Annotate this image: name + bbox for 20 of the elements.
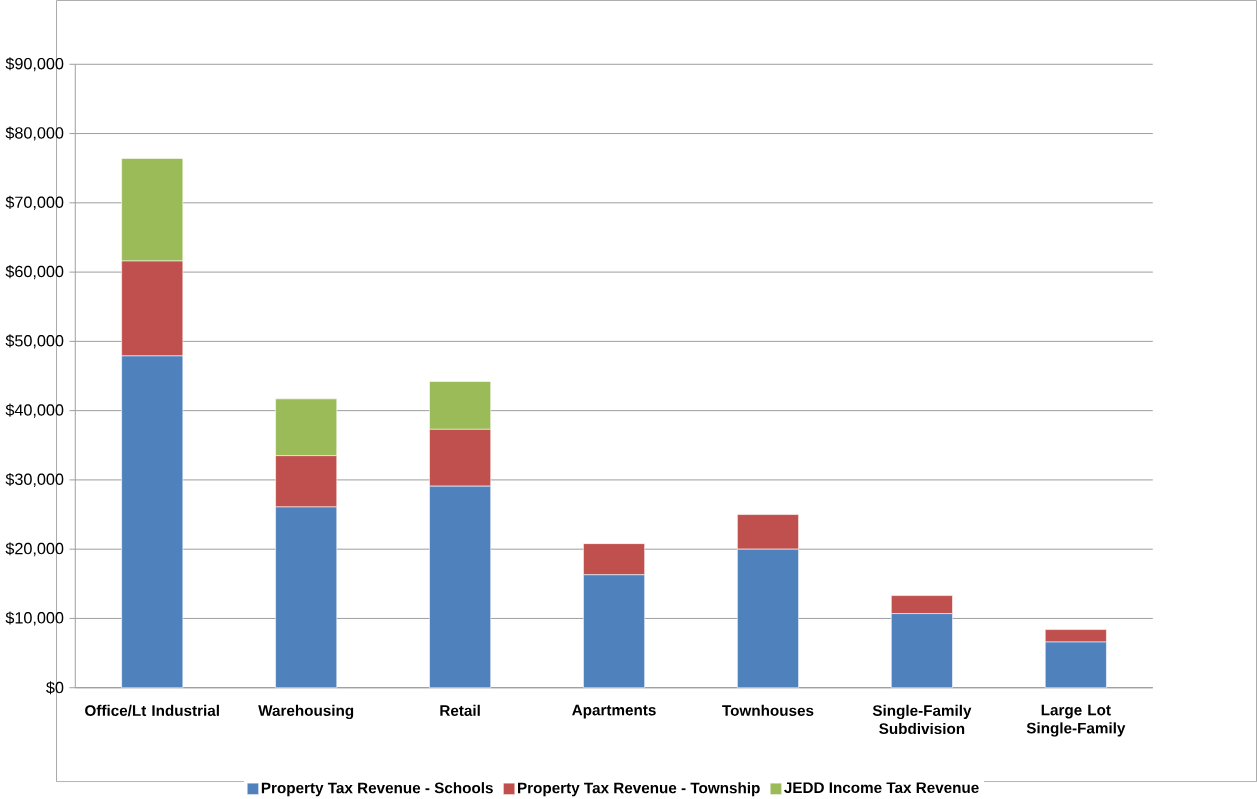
legend-label: Property Tax Revenue - Township: [518, 781, 760, 797]
x-tick-label: Townhouses: [722, 704, 814, 716]
x-tick-label: Warehousing: [258, 704, 354, 719]
x-tick-label: Office/Lt Industrial: [85, 704, 219, 716]
x-tick-label: Apartments: [572, 704, 656, 719]
x-tick-label: Single-Family Subdivision: [872, 704, 972, 734]
legend-label: JEDD Income Tax Revenue: [784, 782, 979, 793]
y-tick-label: $70,000: [5, 195, 64, 210]
legend-label: Property Tax Revenue - Schools: [261, 781, 493, 797]
y-tick-label: $90,000: [5, 57, 64, 72]
y-tick-label: $50,000: [5, 334, 64, 349]
y-tick-label: $30,000: [5, 472, 64, 487]
y-tick-label: $60,000: [5, 264, 64, 279]
y-tick-label: $40,000: [5, 403, 64, 418]
y-tick-label: $20,000: [5, 541, 64, 557]
y-tick-label: $0: [46, 680, 64, 695]
x-tick-label: Large Lot Single-Family: [1026, 704, 1126, 737]
y-tick-label: $80,000: [5, 126, 64, 141]
y-tick-label: $10,000: [5, 611, 64, 626]
x-tick-label: Retail: [440, 704, 480, 716]
